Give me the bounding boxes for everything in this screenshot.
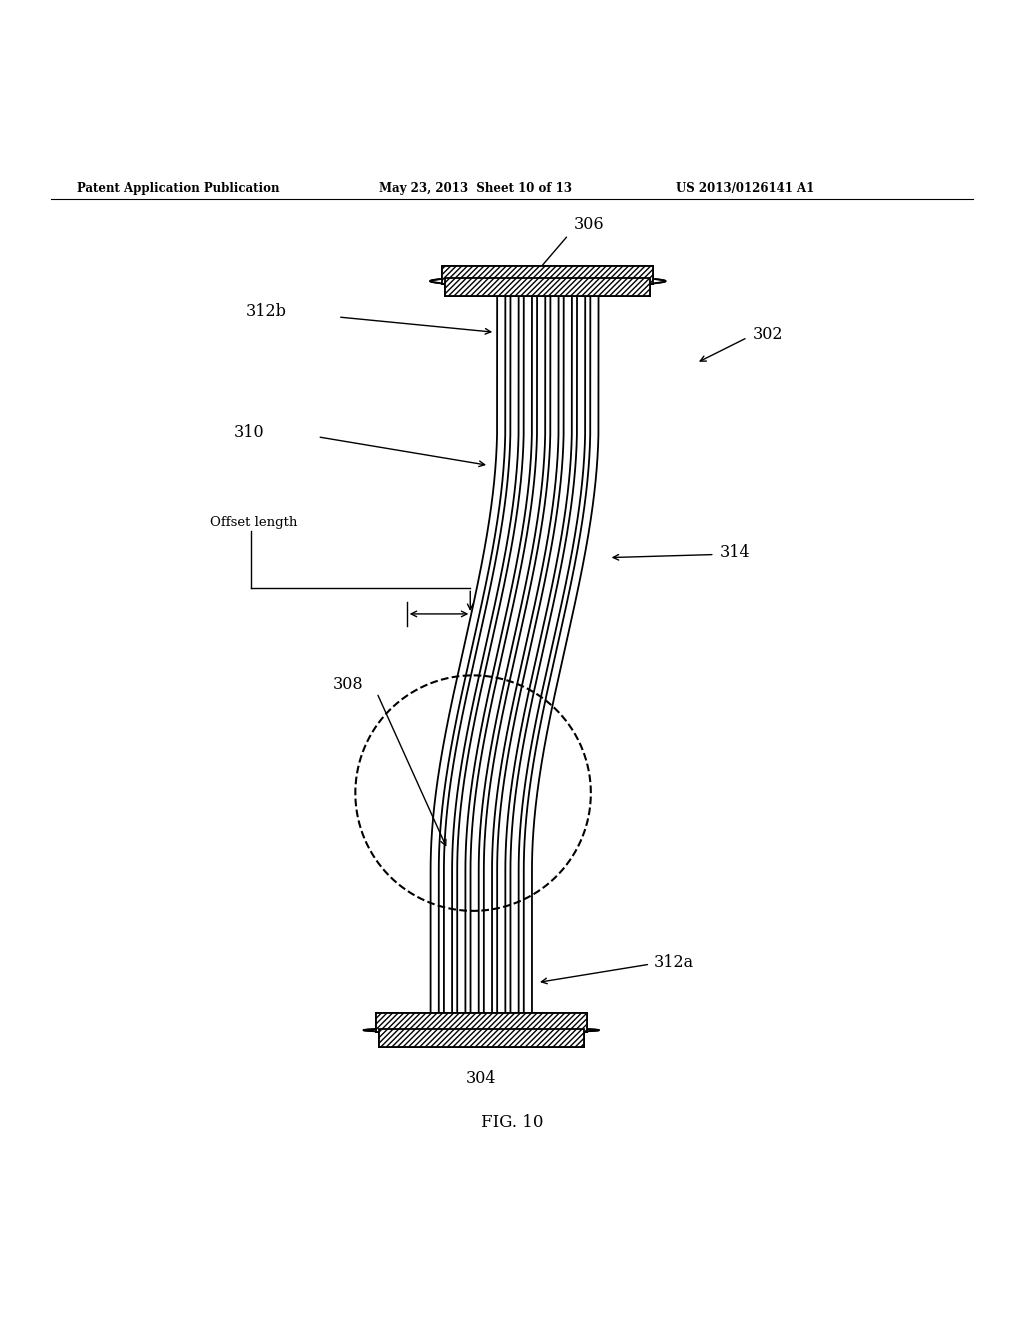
Bar: [379, 1028, 584, 1047]
Text: 312b: 312b: [246, 304, 287, 321]
Bar: [374, 1028, 589, 1032]
Bar: [374, 1028, 589, 1032]
Bar: [376, 1014, 587, 1032]
Bar: [376, 1014, 587, 1032]
Bar: [440, 279, 655, 284]
Text: 312a: 312a: [653, 953, 693, 970]
Text: May 23, 2013  Sheet 10 of 13: May 23, 2013 Sheet 10 of 13: [379, 182, 571, 195]
Bar: [442, 265, 653, 284]
Bar: [442, 279, 653, 284]
Bar: [445, 279, 650, 297]
Text: US 2013/0126141 A1: US 2013/0126141 A1: [676, 182, 814, 195]
Bar: [442, 279, 653, 297]
Bar: [376, 1028, 587, 1047]
Text: 308: 308: [333, 676, 364, 693]
Text: 306: 306: [573, 216, 604, 234]
Text: FIG. 10: FIG. 10: [480, 1114, 544, 1131]
Bar: [376, 1028, 587, 1032]
Text: 304: 304: [466, 1069, 497, 1086]
Text: Offset length: Offset length: [210, 516, 297, 529]
Text: 302: 302: [753, 326, 783, 343]
Bar: [440, 279, 655, 284]
Bar: [445, 279, 650, 297]
Bar: [442, 265, 653, 284]
Text: 310: 310: [233, 424, 264, 441]
Bar: [442, 265, 653, 284]
Text: Patent Application Publication: Patent Application Publication: [77, 182, 280, 195]
Bar: [376, 1014, 587, 1032]
Text: 314: 314: [720, 544, 751, 561]
Bar: [379, 1028, 584, 1047]
